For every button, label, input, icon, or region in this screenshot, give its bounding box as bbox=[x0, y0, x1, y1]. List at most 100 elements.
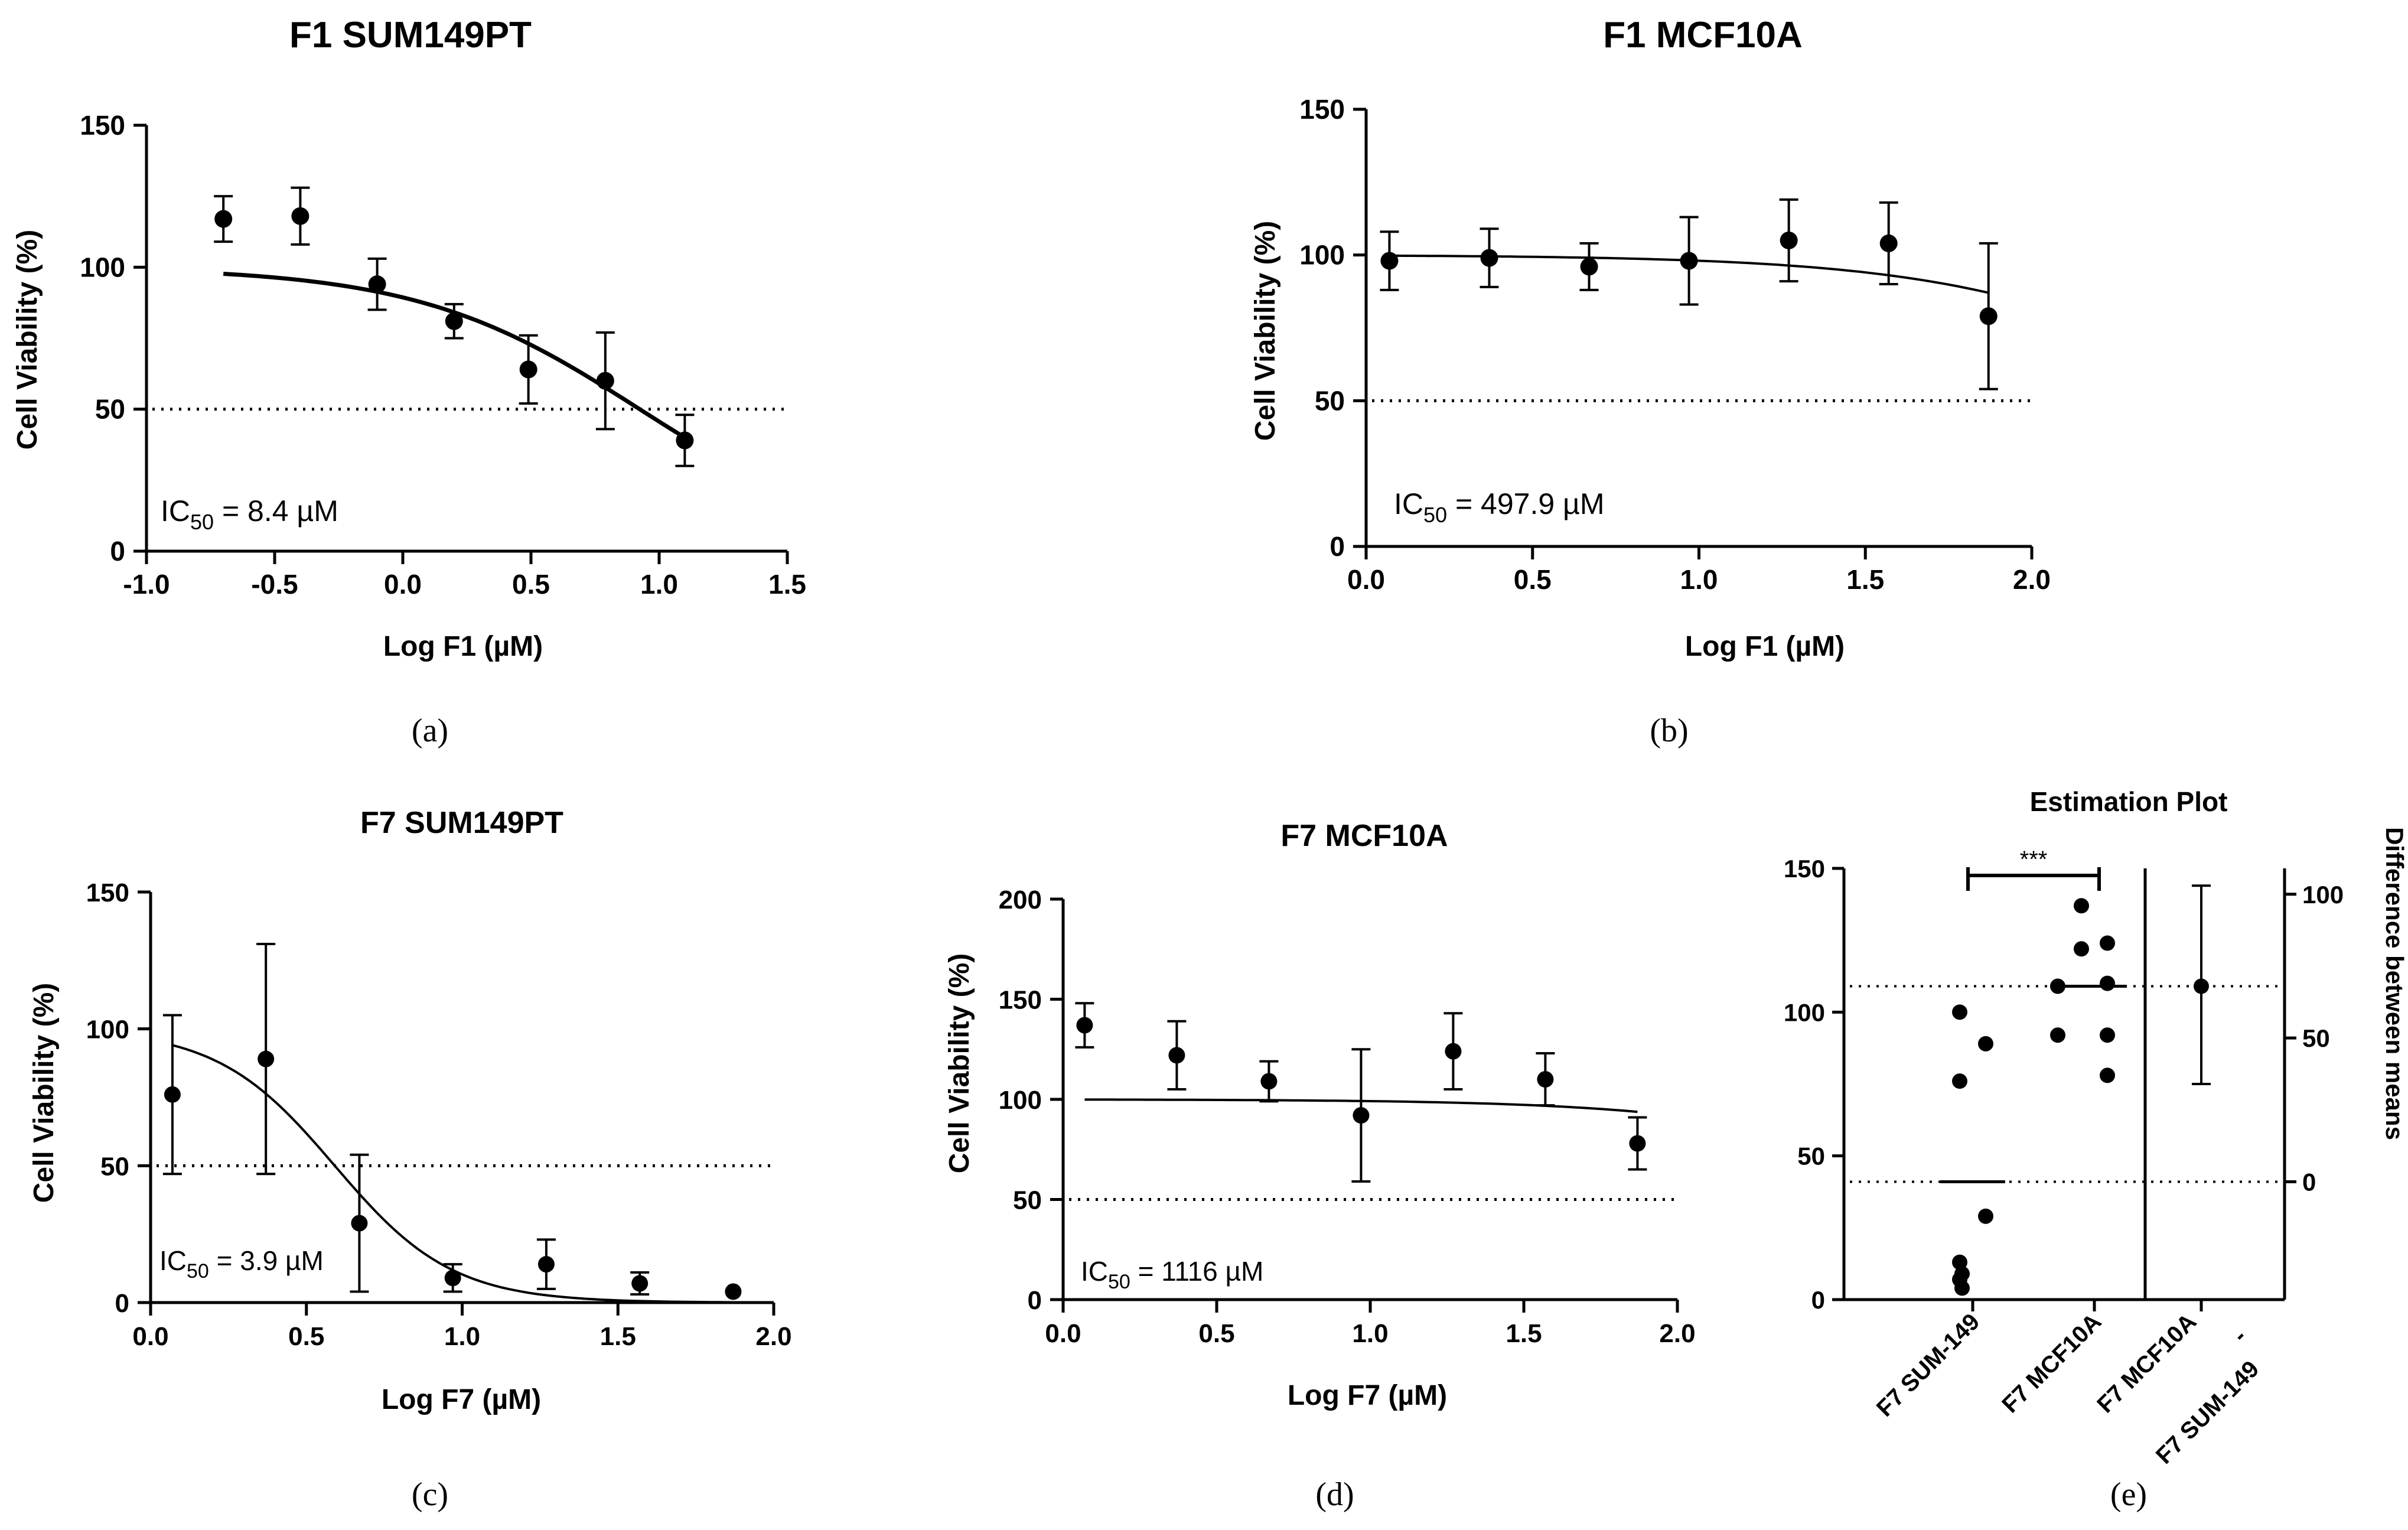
panel-caption: (c) bbox=[412, 1476, 448, 1513]
data-point bbox=[1952, 1004, 1967, 1020]
data-point bbox=[1260, 1073, 1278, 1090]
panel-d: F7 MCF10A Cell Viability (%) Log F7 (µM)… bbox=[944, 819, 1696, 1513]
ic50-value: = 3.9 µM bbox=[209, 1245, 324, 1276]
x-category-label: F7 MCF10A bbox=[1997, 1308, 2106, 1418]
data-point bbox=[676, 431, 694, 450]
ic50-subscript: 50 bbox=[190, 510, 214, 534]
y-tick-label: 100 bbox=[80, 252, 125, 282]
fit-curve bbox=[223, 272, 686, 440]
ic50-annotation: IC50 = 8.4 µM bbox=[161, 494, 338, 534]
data-point bbox=[1680, 252, 1698, 270]
x-axis-label: Log F1 (µM) bbox=[383, 631, 543, 662]
panel-caption: (b) bbox=[1650, 712, 1688, 749]
chart-title: F7 SUM149PT bbox=[360, 806, 563, 840]
ic50-prefix: IC bbox=[1394, 487, 1423, 520]
y-tick-label: 200 bbox=[999, 886, 1042, 914]
panel-caption: (e) bbox=[2110, 1476, 2147, 1513]
panel-e: Estimation Plot Difference between means… bbox=[1784, 786, 2408, 1513]
data-point bbox=[2074, 898, 2089, 914]
x-tick-label: 2.0 bbox=[755, 1322, 791, 1351]
y-tick-label: 150 bbox=[1784, 855, 1825, 883]
chart-title: F1 MCF10A bbox=[1603, 15, 1803, 56]
data-point bbox=[1580, 258, 1598, 276]
data-point bbox=[1076, 1017, 1093, 1034]
data-point bbox=[214, 210, 233, 228]
ic50-prefix: IC bbox=[161, 494, 190, 528]
ic50-subscript: 50 bbox=[1423, 503, 1447, 527]
y-tick-label: 0 bbox=[110, 536, 125, 567]
x-tick-label: 1.0 bbox=[444, 1322, 480, 1351]
y-tick-label: 0 bbox=[1811, 1286, 1825, 1314]
ic50-annotation: IC50 = 1116 µM bbox=[1081, 1256, 1263, 1293]
data-point bbox=[1780, 232, 1798, 249]
x-tick-label: 1.0 bbox=[640, 569, 678, 600]
panel-a: F1 SUM149PT Cell Viability (%) Log F1 (µ… bbox=[12, 15, 806, 749]
data-point bbox=[444, 1269, 461, 1287]
y-tick-label: 50 bbox=[1013, 1186, 1042, 1215]
data-point bbox=[445, 312, 463, 330]
data-point bbox=[1952, 1254, 1967, 1270]
x-tick-label: 0.0 bbox=[132, 1322, 168, 1351]
data-point bbox=[2100, 935, 2115, 951]
data-point bbox=[1168, 1047, 1185, 1064]
x-tick-label: 1.0 bbox=[1352, 1319, 1388, 1348]
ic50-annotation: IC50 = 3.9 µM bbox=[159, 1245, 324, 1282]
panel-caption: (d) bbox=[1315, 1476, 1354, 1513]
data-point bbox=[2100, 1067, 2115, 1083]
data-point bbox=[368, 275, 386, 294]
y-axis-label: Cell Viability (%) bbox=[1250, 221, 1281, 441]
data-point bbox=[164, 1086, 181, 1103]
y-tick-label: 50 bbox=[95, 394, 125, 425]
x-tick-label: 0.0 bbox=[1347, 564, 1385, 595]
data-point bbox=[1380, 252, 1399, 270]
data-point bbox=[631, 1275, 649, 1292]
y-axis-label: Cell Viability (%) bbox=[12, 230, 43, 450]
data-point bbox=[1978, 1208, 1993, 1224]
x-tick-label: 1.0 bbox=[1680, 564, 1718, 595]
ic50-subscript: 50 bbox=[187, 1260, 209, 1282]
chart-title: F7 MCF10A bbox=[1280, 819, 1448, 853]
data-point bbox=[1480, 249, 1498, 267]
data-point bbox=[1629, 1135, 1646, 1152]
right-y-axis-label: Difference between means bbox=[2381, 827, 2408, 1140]
data-point bbox=[1978, 1036, 1993, 1052]
data-point bbox=[725, 1283, 742, 1300]
y-tick-label: 0 bbox=[1028, 1286, 1042, 1315]
data-point bbox=[1353, 1107, 1370, 1124]
data-point bbox=[596, 372, 614, 390]
data-point bbox=[1537, 1071, 1554, 1088]
ic50-annotation: IC50 = 497.9 µM bbox=[1394, 487, 1605, 527]
data-point bbox=[1879, 234, 1898, 252]
data-point bbox=[1445, 1043, 1462, 1060]
x-axis-label: Log F7 (µM) bbox=[1288, 1380, 1447, 1411]
difference-label-line1: F7 MCF10A bbox=[2092, 1308, 2201, 1418]
x-tick-label: 2.0 bbox=[2013, 564, 2051, 595]
x-tick-label: 0.5 bbox=[512, 569, 550, 600]
x-tick-label: 0.5 bbox=[1514, 564, 1552, 595]
y-tick-label: 150 bbox=[1299, 94, 1345, 125]
y-tick-label: 150 bbox=[80, 110, 125, 141]
x-tick-label: 0.0 bbox=[1045, 1319, 1081, 1348]
panel-c: F7 SUM149PT Cell Viability (%) Log F7 (µ… bbox=[28, 806, 792, 1513]
x-tick-label: 1.5 bbox=[1506, 1319, 1542, 1348]
x-axis-label: Log F7 (µM) bbox=[382, 1384, 541, 1415]
chart-title: F1 SUM149PT bbox=[289, 15, 532, 56]
right-y-tick-label: 0 bbox=[2302, 1168, 2316, 1196]
y-tick-label: 100 bbox=[999, 1086, 1042, 1115]
data-point bbox=[258, 1050, 275, 1067]
x-tick-label: 1.5 bbox=[600, 1322, 636, 1351]
x-tick-label: 0.5 bbox=[1198, 1319, 1234, 1348]
y-tick-label: 150 bbox=[999, 986, 1042, 1015]
difference-point bbox=[2194, 978, 2209, 994]
data-point bbox=[2100, 1027, 2115, 1043]
difference-label-line3: F7 SUM-149 bbox=[2151, 1356, 2264, 1469]
data-point bbox=[537, 1256, 555, 1273]
panel-caption: (a) bbox=[412, 712, 448, 749]
data-point bbox=[519, 360, 537, 379]
y-tick-label: 150 bbox=[86, 878, 129, 907]
right-y-tick-label: 50 bbox=[2302, 1024, 2330, 1052]
data-point bbox=[1954, 1280, 1970, 1296]
x-tick-label: 1.5 bbox=[1846, 564, 1884, 595]
y-tick-label: 50 bbox=[1797, 1142, 1825, 1170]
